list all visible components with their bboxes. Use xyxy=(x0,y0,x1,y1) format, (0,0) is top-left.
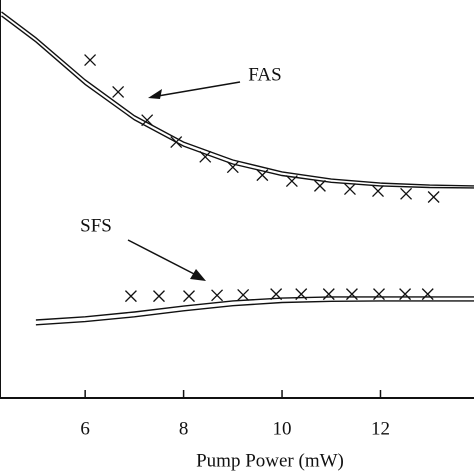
data-point xyxy=(345,288,358,301)
curve xyxy=(1,11,474,187)
data-point xyxy=(226,161,239,174)
data-point xyxy=(400,187,413,200)
curve xyxy=(35,300,474,326)
data-point xyxy=(421,288,434,301)
x-axis-label: Pump Power (mW) xyxy=(196,450,344,471)
x-tick-label: 10 xyxy=(273,418,292,439)
data-point xyxy=(84,54,97,67)
data-point xyxy=(313,179,326,192)
data-point xyxy=(237,288,250,301)
data-point xyxy=(211,289,224,302)
data-point xyxy=(170,136,183,149)
data-point xyxy=(399,288,412,301)
curve xyxy=(1,15,474,189)
data-point xyxy=(153,290,165,303)
data-point xyxy=(199,150,212,163)
x-tick-label: 12 xyxy=(371,418,390,439)
data-point xyxy=(322,288,335,301)
data-point xyxy=(373,288,385,301)
x-tick-label: 8 xyxy=(179,418,189,439)
fas-arrow xyxy=(151,81,241,98)
data-point xyxy=(270,288,283,301)
curve xyxy=(35,296,474,321)
data-point xyxy=(124,290,137,303)
annotation: FAS xyxy=(248,64,281,85)
data-point xyxy=(183,290,195,303)
data-point xyxy=(112,85,125,98)
x-tick-label: 6 xyxy=(80,418,90,439)
data-point xyxy=(141,114,154,127)
data-point xyxy=(427,191,440,203)
sfs-arrow-head xyxy=(190,269,206,281)
data-point xyxy=(344,183,356,196)
annotation: SFS xyxy=(80,215,112,236)
data-point xyxy=(372,185,384,197)
data-point xyxy=(295,288,308,301)
data-point xyxy=(285,175,298,188)
fas-arrow-head xyxy=(148,89,162,99)
sfs-arrow xyxy=(127,239,201,278)
data-point xyxy=(256,169,269,182)
